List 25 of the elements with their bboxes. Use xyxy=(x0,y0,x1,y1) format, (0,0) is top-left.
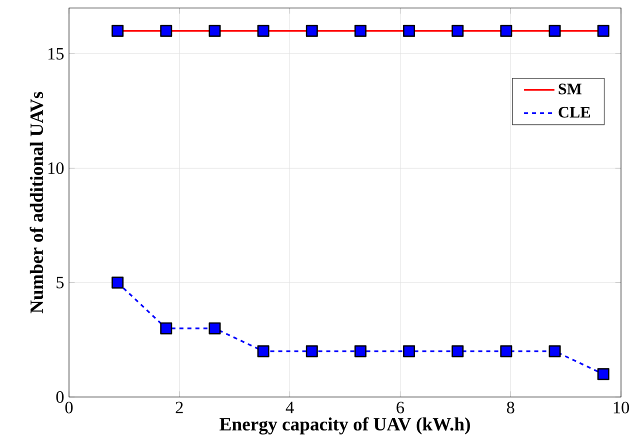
point xyxy=(597,368,610,380)
x-tick-label: 6 xyxy=(396,402,404,414)
point xyxy=(112,276,124,289)
point xyxy=(306,345,318,358)
x-tick-label: 10 xyxy=(614,402,630,414)
x-axis-title: Energy capacity of UAV (kW.h) xyxy=(220,417,470,434)
point xyxy=(403,345,416,358)
y-tick-label: 0 xyxy=(56,391,64,403)
x-tick-label: 0 xyxy=(65,402,73,414)
x-tick-label: 4 xyxy=(286,402,294,414)
y-axis-title: Number of additional UAVs xyxy=(30,92,44,314)
point xyxy=(160,322,172,334)
point xyxy=(548,345,561,358)
y-tick-label: 5 xyxy=(56,276,64,288)
y-tick-label: 10 xyxy=(48,162,64,174)
point xyxy=(208,322,221,334)
legend-label: SM xyxy=(558,84,582,94)
point xyxy=(500,345,512,358)
x-tick-label: 2 xyxy=(176,402,183,414)
point xyxy=(257,345,270,358)
x-tick-label: 8 xyxy=(506,402,514,414)
point xyxy=(452,345,464,358)
point xyxy=(354,345,366,358)
legend-label: CLE xyxy=(558,106,590,118)
y-tick-label: 15 xyxy=(48,48,64,60)
